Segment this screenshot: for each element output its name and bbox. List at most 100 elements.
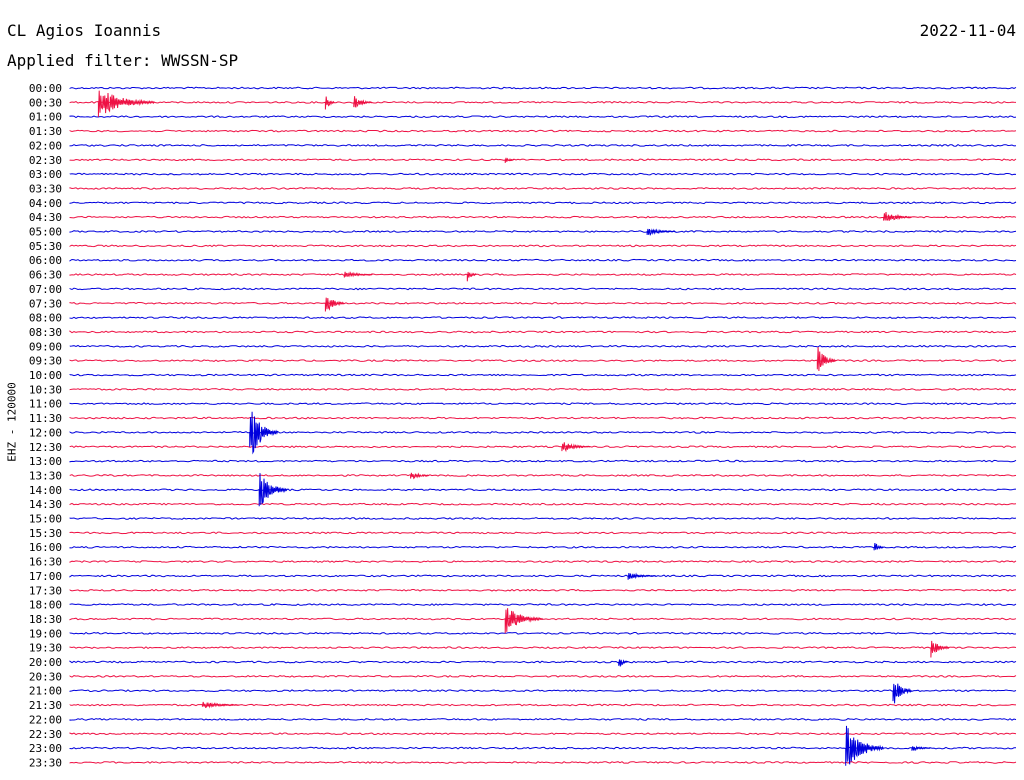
seismic-event bbox=[816, 346, 837, 372]
row-time-label: 14:00 bbox=[29, 484, 62, 497]
row-time-label: 23:00 bbox=[29, 742, 62, 755]
seismic-event bbox=[353, 96, 373, 108]
row-time-label: 04:30 bbox=[29, 211, 62, 224]
trace-line bbox=[69, 588, 1017, 592]
row-time-label: 17:30 bbox=[29, 584, 62, 597]
row-time-label: 17:00 bbox=[29, 570, 62, 583]
seismic-event bbox=[466, 271, 477, 282]
trace-line bbox=[69, 416, 1017, 420]
trace-line bbox=[69, 545, 1017, 549]
trace-line bbox=[69, 115, 1017, 119]
seismic-event bbox=[410, 472, 430, 480]
row-time-label: 18:00 bbox=[29, 599, 62, 612]
station-title: CL Agios Ioannis bbox=[7, 21, 162, 40]
trace-line bbox=[69, 301, 1017, 305]
row-time-label: 01:30 bbox=[29, 125, 62, 138]
trace-line bbox=[69, 373, 1017, 377]
seismic-event bbox=[883, 212, 912, 221]
trace-line bbox=[69, 330, 1017, 334]
seismic-event bbox=[201, 701, 241, 709]
row-time-label: 13:30 bbox=[29, 469, 62, 482]
row-time-label: 19:00 bbox=[29, 627, 62, 640]
trace-line bbox=[69, 488, 1017, 492]
row-time-label: 12:30 bbox=[29, 441, 62, 454]
trace-line bbox=[69, 359, 1017, 363]
seismic-event bbox=[249, 411, 279, 455]
row-time-label: 12:00 bbox=[29, 426, 62, 439]
seismic-event bbox=[561, 442, 591, 453]
row-time-label: 09:00 bbox=[29, 340, 62, 353]
trace-line bbox=[69, 459, 1017, 463]
row-time-label: 16:30 bbox=[29, 556, 62, 569]
seismic-event bbox=[258, 473, 288, 507]
trace-line bbox=[69, 143, 1017, 147]
seismic-event bbox=[97, 90, 155, 117]
row-time-label: 18:30 bbox=[29, 613, 62, 626]
row-time-label: 11:00 bbox=[29, 398, 62, 411]
trace-line bbox=[69, 660, 1017, 664]
trace-line bbox=[69, 201, 1017, 205]
row-time-label: 16:00 bbox=[29, 541, 62, 554]
trace-line bbox=[69, 287, 1017, 291]
date-label: 2022-11-04 bbox=[919, 21, 1016, 40]
row-time-label: 20:30 bbox=[29, 670, 62, 683]
trace-line bbox=[69, 158, 1017, 162]
trace-line bbox=[69, 187, 1017, 190]
trace-line bbox=[69, 129, 1017, 133]
row-time-label: 00:00 bbox=[29, 82, 62, 95]
trace-line bbox=[69, 689, 1017, 693]
trace-line bbox=[69, 603, 1017, 607]
row-time-label: 10:30 bbox=[29, 383, 62, 396]
trace-line bbox=[69, 560, 1017, 563]
row-time-label: 08:00 bbox=[29, 312, 62, 325]
row-time-label: 21:00 bbox=[29, 685, 62, 698]
row-time-label: 04:00 bbox=[29, 197, 62, 210]
trace-line bbox=[69, 273, 1017, 276]
seismic-event bbox=[646, 228, 676, 237]
row-time-label: 02:30 bbox=[29, 154, 62, 167]
trace-line bbox=[69, 230, 1017, 233]
row-time-label: 08:30 bbox=[29, 326, 62, 339]
seismic-event bbox=[627, 572, 657, 580]
seismic-event bbox=[930, 640, 950, 658]
row-time-label: 00:30 bbox=[29, 96, 62, 109]
trace-line bbox=[69, 761, 1017, 764]
trace-line bbox=[69, 631, 1017, 635]
row-time-label: 01:00 bbox=[29, 111, 62, 124]
seismic-event bbox=[324, 297, 345, 312]
row-time-label: 19:30 bbox=[29, 642, 62, 655]
seismic-event bbox=[892, 683, 912, 704]
seismic-event bbox=[324, 96, 335, 110]
trace-line bbox=[69, 344, 1017, 348]
seismic-event bbox=[504, 157, 515, 163]
row-time-label: 22:30 bbox=[29, 728, 62, 741]
row-time-label: 14:30 bbox=[29, 498, 62, 511]
trace-line bbox=[69, 100, 1017, 104]
seismic-event bbox=[618, 659, 628, 667]
row-time-label: 03:00 bbox=[29, 168, 62, 181]
row-time-label: 15:00 bbox=[29, 513, 62, 526]
trace-line bbox=[69, 86, 1017, 90]
row-time-label: 07:00 bbox=[29, 283, 62, 296]
row-time-label: 10:00 bbox=[29, 369, 62, 382]
trace-line bbox=[69, 717, 1017, 721]
row-time-label: 06:30 bbox=[29, 269, 62, 282]
trace-line bbox=[69, 445, 1017, 449]
row-time-label: 07:30 bbox=[29, 297, 62, 310]
filter-label: Applied filter: WWSSN-SP bbox=[7, 51, 239, 70]
trace-line bbox=[69, 674, 1017, 678]
trace-line bbox=[69, 474, 1017, 477]
row-time-label: 20:00 bbox=[29, 656, 62, 669]
row-time-label: 22:00 bbox=[29, 713, 62, 726]
seismic-event bbox=[845, 725, 884, 766]
seismic-event bbox=[873, 543, 884, 551]
row-time-label: 11:30 bbox=[29, 412, 62, 425]
trace-line bbox=[69, 387, 1017, 391]
row-time-label: 15:30 bbox=[29, 527, 62, 540]
row-time-label: 09:30 bbox=[29, 355, 62, 368]
trace-line bbox=[69, 574, 1017, 578]
row-time-label: 03:30 bbox=[29, 182, 62, 195]
trace-line bbox=[69, 215, 1017, 219]
trace-line bbox=[69, 517, 1017, 520]
